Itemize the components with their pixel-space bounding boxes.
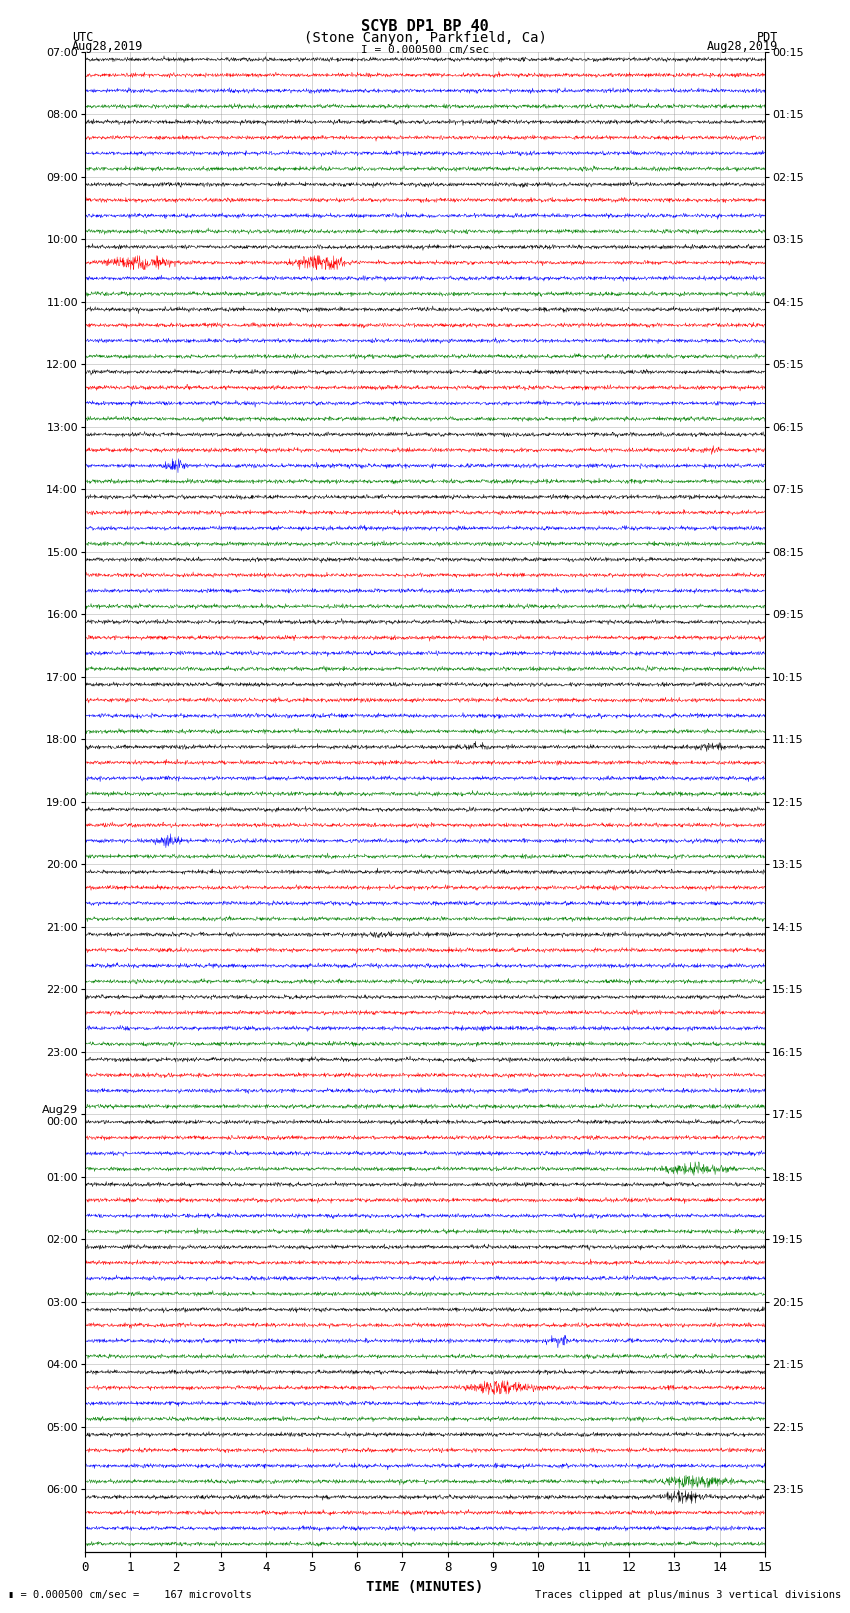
Text: Aug28,2019: Aug28,2019 — [72, 40, 144, 53]
Text: PDT: PDT — [756, 31, 778, 44]
Text: ▮ = 0.000500 cm/sec =    167 microvolts: ▮ = 0.000500 cm/sec = 167 microvolts — [8, 1590, 252, 1600]
Text: Traces clipped at plus/minus 3 vertical divisions: Traces clipped at plus/minus 3 vertical … — [536, 1590, 842, 1600]
Text: SCYB DP1 BP 40: SCYB DP1 BP 40 — [361, 19, 489, 34]
Text: UTC: UTC — [72, 31, 94, 44]
Text: Aug28,2019: Aug28,2019 — [706, 40, 778, 53]
X-axis label: TIME (MINUTES): TIME (MINUTES) — [366, 1581, 484, 1594]
Text: I = 0.000500 cm/sec: I = 0.000500 cm/sec — [361, 45, 489, 55]
Text: (Stone Canyon, Parkfield, Ca): (Stone Canyon, Parkfield, Ca) — [303, 31, 547, 45]
